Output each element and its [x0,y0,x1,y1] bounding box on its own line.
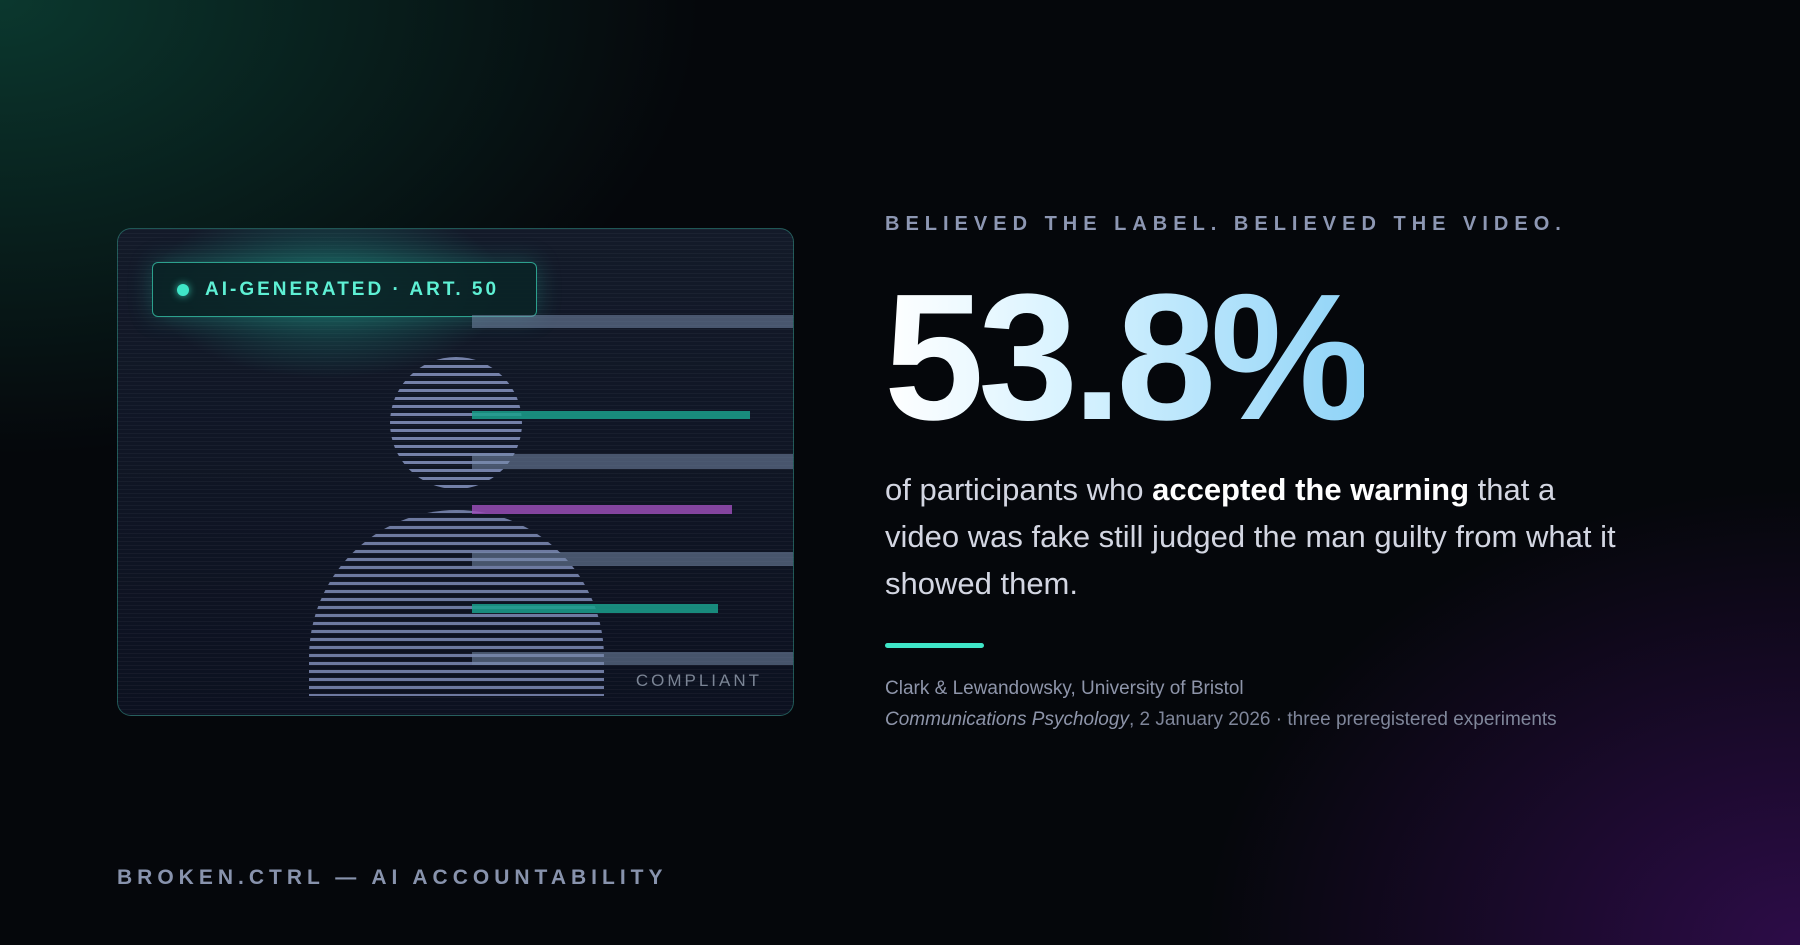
glitch-bar [472,604,718,613]
citation-journal: Communications Psychology [885,709,1129,730]
description-text: of participants who [885,472,1153,507]
status-dot-icon [177,283,189,296]
badge-label: AI-GENERATED · ART. 50 [205,278,500,300]
ai-generated-badge: AI-GENERATED · ART. 50 [152,262,537,317]
brand-footer: BROKEN.CTRL — AI ACCOUNTABILITY [117,866,668,889]
glitch-bar [472,505,732,514]
accent-divider [885,643,984,648]
glitch-bar [472,315,793,328]
description-text-end: that a video was fake still judged the m… [885,472,1616,601]
description-emphasis: accepted the warning [1152,472,1470,507]
citation-source: Communications Psychology, 2 January 202… [885,709,1557,731]
kicker-heading: BELIEVED THE LABEL. BELIEVED THE VIDEO. [885,213,1567,235]
citation-details: , 2 January 2026 · three preregistered e… [1128,709,1557,730]
compliant-label: COMPLIANT [635,671,762,690]
glitch-bar [472,652,793,665]
person-head-icon [390,357,522,489]
glitch-bar [472,454,793,469]
glitch-bar [472,552,793,566]
statistic-description: of participants who accepted the warning… [885,466,1635,607]
glitch-bar [472,411,750,419]
citation-authors: Clark & Lewandowsky, University of Brist… [885,678,1244,699]
ai-video-illustration-card: AI-GENERATED · ART. 50 COMPLIANT [117,228,794,716]
person-body-icon [309,510,604,696]
headline-statistic: 53.8% [884,257,1370,458]
